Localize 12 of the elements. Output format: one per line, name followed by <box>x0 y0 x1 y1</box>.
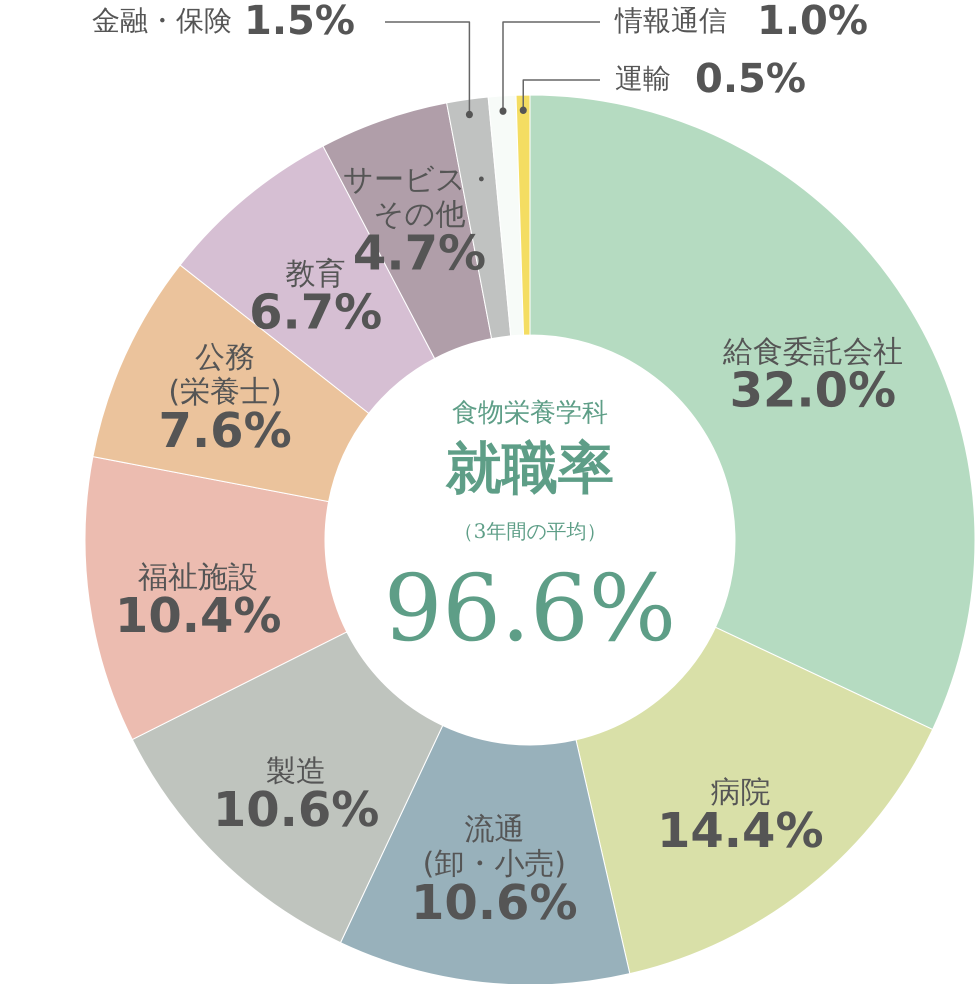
data-label: 0.5% <box>695 56 806 102</box>
text: 就職率 <box>445 435 614 501</box>
text: （3年間の平均） <box>454 519 606 543</box>
slice-label: 流通(卸・小売) <box>422 812 566 882</box>
slice-label: 公務(栄養士) <box>168 340 282 410</box>
data-label: 1.5% <box>244 0 355 44</box>
slice-label: 金融・保険 <box>92 4 232 37</box>
text: 食物栄養学科 <box>452 398 608 428</box>
slice-label: 情報通信 <box>614 4 727 37</box>
text: 96.6% <box>384 555 676 662</box>
data-label: 1.0% <box>757 0 868 44</box>
slice-label: 運輸 <box>615 62 671 95</box>
